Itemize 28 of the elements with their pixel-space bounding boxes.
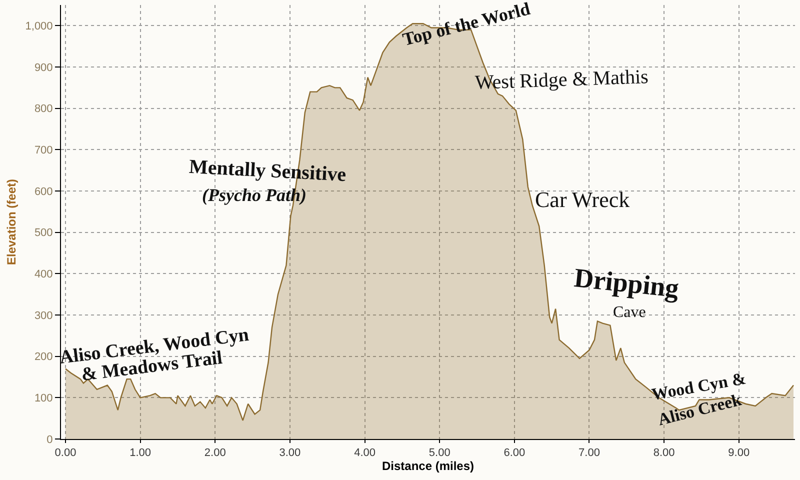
y-tick-label: 700: [34, 144, 53, 157]
y-tick-label: 500: [34, 227, 53, 240]
y-tick-label: 0: [46, 434, 53, 446]
annotation: Car Wreck: [535, 187, 630, 212]
annotation: Mentally Sensitive: [188, 156, 347, 186]
y-tick-label: 200: [34, 351, 53, 364]
x-tick-label: 2.00: [204, 447, 226, 460]
annotation: Top of the World: [400, 0, 532, 50]
y-tick-label: 800: [34, 103, 53, 116]
y-tick-label: 900: [34, 62, 53, 74]
x-tick-label: 7.00: [578, 447, 600, 460]
x-tick-label: 6.00: [504, 447, 526, 460]
y-tick-label: 600: [34, 186, 53, 198]
x-tick-label: 8.00: [653, 447, 675, 460]
x-tick-label: 4.00: [354, 447, 376, 460]
y-tick-label: 300: [34, 310, 53, 322]
x-tick-label: 1.00: [130, 447, 152, 460]
y-axis-title: Elevation (feet): [4, 178, 19, 266]
annotation: Dripping: [572, 262, 681, 304]
x-axis-title: Distance (miles): [382, 459, 474, 474]
x-tick-label: 5.00: [428, 447, 450, 460]
y-tick-label: 100: [34, 392, 53, 405]
annotation: Cave: [613, 304, 646, 321]
x-tick-label: 0.00: [54, 447, 76, 460]
x-tick-label: 3.00: [279, 447, 301, 460]
y-tick-label: 1,000: [25, 20, 53, 33]
y-tick-label: 400: [34, 268, 53, 281]
x-tick-label: 9.00: [728, 447, 750, 460]
